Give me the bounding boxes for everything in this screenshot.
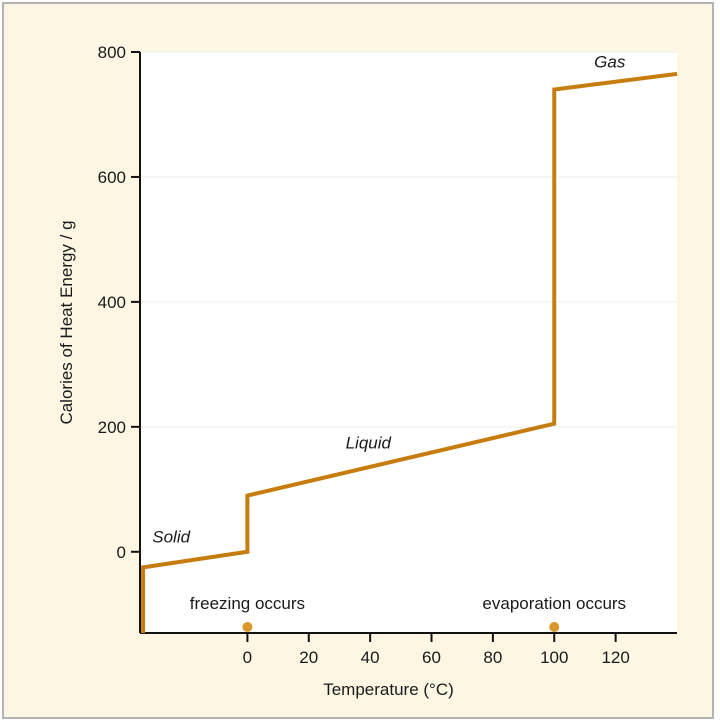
x-tick-label: 100 [540, 648, 568, 667]
axes [139, 52, 677, 634]
annotation-label: freezing occurs [190, 594, 305, 613]
gridlines [141, 51, 677, 428]
phase-label-liquid: Liquid [346, 434, 392, 453]
annotation-marker [242, 622, 253, 632]
x-tick-label: 20 [299, 648, 318, 667]
annotation-marker [549, 622, 560, 632]
x-tick-label: 0 [243, 648, 252, 667]
x-tick-label: 120 [601, 648, 629, 667]
y-tick-label: 800 [98, 43, 126, 62]
y-tick-label: 200 [98, 418, 126, 437]
x-tick-label: 80 [483, 648, 502, 667]
annotation-label: evaporation occurs [482, 594, 626, 613]
plot-area [140, 52, 677, 633]
y-tick-label: 400 [98, 293, 126, 312]
phase-label-solid: Solid [152, 527, 190, 546]
x-tick-label: 60 [422, 648, 441, 667]
x-axis-title: Temperature (°C) [323, 680, 454, 699]
y-axis-title: Calories of Heat Energy / g [57, 220, 76, 424]
x-tick-label: 40 [361, 648, 380, 667]
phase-label-gas: Gas [594, 53, 626, 72]
y-tick-label: 0 [117, 543, 126, 562]
y-tick-label: 600 [98, 168, 126, 187]
heating-curve-line [141, 71, 678, 633]
